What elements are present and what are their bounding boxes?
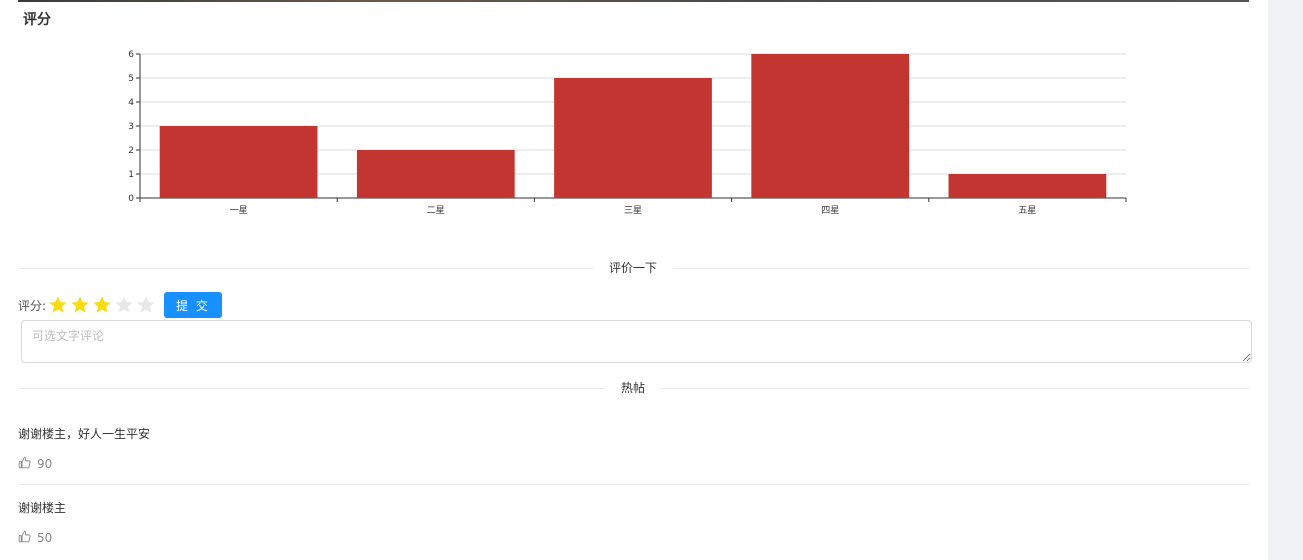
rating-bar-chart: 0 1 2 3 4 5 6 一星 二星 三星 四星 五星 bbox=[128, 50, 1127, 216]
rate-divider-text: 评价一下 bbox=[592, 260, 674, 276]
star-icon[interactable] bbox=[70, 295, 90, 315]
x-tick-label: 五星 bbox=[1018, 205, 1036, 216]
page-gutter bbox=[1268, 0, 1303, 560]
star-icon[interactable] bbox=[114, 295, 134, 315]
like-count: 90 bbox=[37, 457, 53, 471]
post-separator bbox=[18, 484, 1249, 485]
rating-row: 评分: 提 交 bbox=[18, 292, 222, 318]
like-button[interactable]: 50 bbox=[18, 530, 52, 546]
y-tick-label: 3 bbox=[128, 122, 134, 132]
x-tick-label: 四星 bbox=[821, 205, 839, 216]
bar bbox=[751, 54, 910, 198]
banner-image-edge bbox=[18, 0, 1249, 2]
rating-label: 评分: bbox=[18, 298, 47, 313]
submit-button[interactable]: 提 交 bbox=[164, 292, 222, 318]
bar bbox=[948, 174, 1107, 198]
comment-input[interactable] bbox=[21, 320, 1252, 363]
y-tick-label: 1 bbox=[128, 170, 134, 180]
bar bbox=[554, 78, 712, 198]
thumbs-up-icon bbox=[18, 456, 37, 472]
hot-divider-text: 热帖 bbox=[604, 380, 662, 396]
y-tick-label: 5 bbox=[128, 74, 134, 84]
x-tick-label: 一星 bbox=[230, 205, 248, 216]
bar bbox=[356, 150, 515, 198]
y-tick-label: 6 bbox=[128, 50, 134, 60]
bar bbox=[159, 126, 318, 198]
section-title: 评分 bbox=[23, 12, 51, 28]
x-tick-label: 三星 bbox=[624, 205, 642, 216]
star-icon[interactable] bbox=[92, 295, 112, 315]
like-count: 50 bbox=[37, 531, 53, 545]
star-icon[interactable] bbox=[136, 295, 156, 315]
y-tick-label: 4 bbox=[128, 98, 134, 108]
thumbs-up-icon bbox=[18, 530, 37, 546]
post-text: 谢谢楼主 bbox=[18, 501, 67, 515]
star-icon[interactable] bbox=[48, 295, 68, 315]
star-rating[interactable] bbox=[48, 295, 158, 315]
y-tick-label: 2 bbox=[128, 146, 134, 156]
like-button[interactable]: 90 bbox=[18, 456, 52, 472]
post-text: 谢谢楼主，好人一生平安 bbox=[18, 427, 151, 441]
x-tick-label: 二星 bbox=[427, 205, 445, 216]
y-tick-label: 0 bbox=[128, 194, 134, 204]
